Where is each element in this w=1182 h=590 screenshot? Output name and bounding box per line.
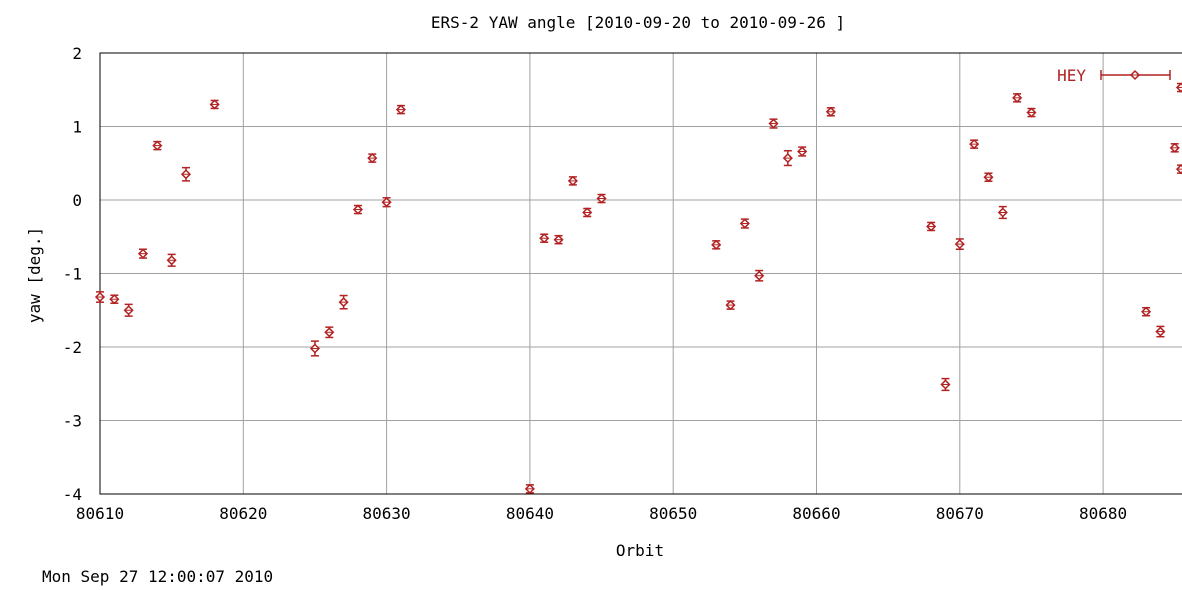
- data-point: [1129, 69, 1141, 81]
- data-points: [94, 82, 1182, 494]
- data-point: [1026, 107, 1037, 118]
- data-point: [324, 326, 335, 339]
- y-tick-label: -3: [63, 412, 82, 431]
- data-point: [209, 99, 220, 110]
- y-tick-label: 2: [72, 44, 82, 63]
- data-point: [137, 248, 149, 259]
- data-point: [539, 233, 550, 244]
- plot-frame: [99, 52, 1182, 495]
- y-axis-label: yaw [deg.]: [25, 227, 44, 323]
- data-point: [940, 377, 951, 392]
- data-point: [553, 234, 564, 245]
- data-point: [166, 253, 177, 267]
- x-tick-label: 80630: [363, 504, 411, 523]
- data-point: [94, 291, 106, 303]
- data-point: [926, 221, 937, 232]
- data-point: [1012, 92, 1023, 103]
- data-point: [1141, 306, 1152, 317]
- data-point: [524, 483, 535, 494]
- y-tick-label: -4: [63, 485, 82, 504]
- data-point: [983, 172, 994, 183]
- data-point: [997, 205, 1008, 220]
- data-point: [797, 146, 808, 157]
- data-point: [367, 153, 378, 164]
- data-point: [1175, 82, 1182, 93]
- data-point: [825, 106, 836, 117]
- x-tick-label: 80640: [506, 504, 554, 523]
- data-point: [381, 197, 392, 208]
- data-point: [309, 340, 321, 357]
- data-point: [338, 294, 349, 310]
- legend-label: HEY: [1057, 66, 1086, 85]
- data-point: [180, 166, 192, 182]
- data-point: [352, 204, 364, 215]
- y-tick-label: -1: [63, 265, 82, 284]
- data-point: [567, 175, 578, 186]
- data-point: [969, 139, 980, 150]
- legend-marker: [1100, 69, 1171, 81]
- x-tick-label: 80650: [649, 504, 697, 523]
- data-point: [954, 238, 965, 250]
- y-tick-label: -2: [63, 338, 82, 357]
- data-point: [711, 239, 722, 250]
- y-tick-label: 0: [72, 191, 82, 210]
- data-point: [782, 150, 793, 167]
- chart-title: ERS-2 YAW angle [2010-09-20 to 2010-09-2…: [431, 13, 845, 32]
- data-point: [739, 218, 750, 229]
- y-tick-label: 1: [72, 118, 82, 137]
- data-point: [1169, 142, 1180, 153]
- data-point: [754, 269, 765, 282]
- tick-labels: 80610 80620 80630 80640 80650 80660 80670 80680…: [63, 44, 1127, 523]
- data-point: [1155, 325, 1166, 338]
- data-point: [768, 118, 779, 129]
- x-tick-label: 80660: [792, 504, 840, 523]
- grid: [100, 53, 1182, 494]
- x-axis-label: Orbit: [616, 541, 664, 560]
- data-point: [725, 300, 736, 311]
- data-point: [1175, 164, 1182, 175]
- data-point: [596, 193, 607, 204]
- data-point: [152, 140, 163, 151]
- data-point: [395, 104, 406, 115]
- timestamp: Mon Sep 27 12:00:07 2010: [42, 567, 273, 586]
- data-point: [582, 207, 593, 218]
- x-tick-label: 80620: [219, 504, 267, 523]
- x-tick-label: 80610: [76, 504, 124, 523]
- x-tick-label: 80680: [1079, 504, 1127, 523]
- x-tick-label: 80670: [936, 504, 984, 523]
- data-point: [109, 294, 120, 305]
- legend: HEY: [1057, 66, 1171, 85]
- data-point: [123, 303, 134, 317]
